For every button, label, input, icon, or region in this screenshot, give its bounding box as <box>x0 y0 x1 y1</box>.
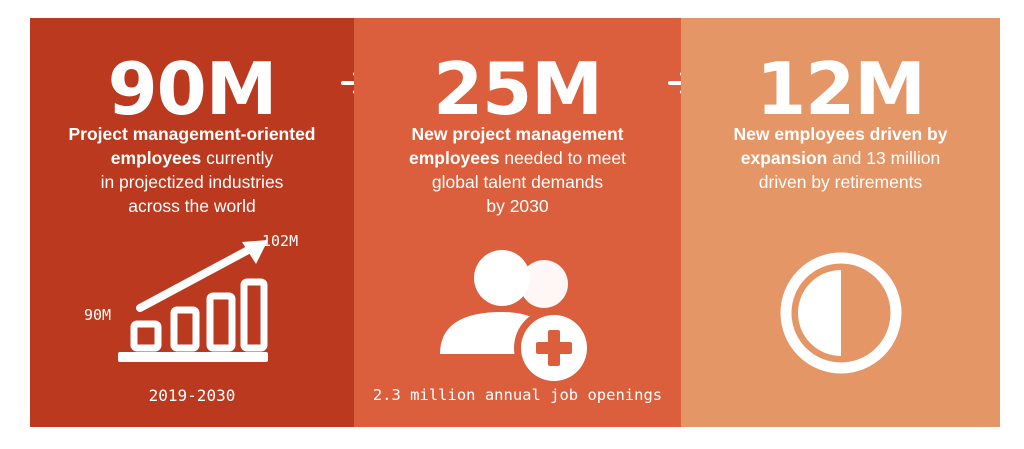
stat-panel-new-employees: 25M New project management employees nee… <box>354 18 681 427</box>
desc-bold-line-1: New project management <box>411 124 624 144</box>
desc-bold-line-1: Project management-oriented <box>68 124 316 144</box>
desc-text: global talent demands <box>431 172 604 192</box>
panel-footer: 2019-2030 <box>148 386 236 405</box>
chart-label-low: 90M <box>84 306 112 324</box>
half-circle-icon <box>778 250 904 376</box>
stat-panel-employees: 90M Project management-oriented employee… <box>30 18 354 427</box>
stat-description: New employees driven by expansion and 13… <box>687 122 994 194</box>
desc-bold-line-2: employees <box>409 148 500 168</box>
desc-text: needed to meet <box>499 148 626 168</box>
chart-label-high: 102M <box>262 232 299 250</box>
desc-text: and 13 million <box>827 148 941 168</box>
stat-panel-expansion-employees: 12M New employees driven by expansion an… <box>681 18 1000 427</box>
panel-footer: 2.3 million annual job openings <box>372 386 663 404</box>
desc-text: driven by retirements <box>758 172 923 192</box>
desc-bold-line-2: employees <box>110 148 202 168</box>
add-people-icon <box>436 244 602 394</box>
desc-text: across the world <box>128 196 256 216</box>
stat-description: Project management-oriented employees cu… <box>36 122 348 218</box>
stat-description: New project management employees needed … <box>360 122 675 218</box>
desc-text: in projectized industries <box>100 172 284 192</box>
desc-bold-line-1: New employees driven by <box>733 124 948 144</box>
desc-text: by 2030 <box>486 196 549 216</box>
desc-bold-line-2: expansion <box>740 148 828 168</box>
growth-bar-chart-icon <box>118 240 268 362</box>
desc-text: currently <box>201 148 274 168</box>
stat-value: 12M <box>756 47 926 131</box>
stat-value: 25M <box>433 47 603 131</box>
stat-value: 90M <box>107 47 278 131</box>
